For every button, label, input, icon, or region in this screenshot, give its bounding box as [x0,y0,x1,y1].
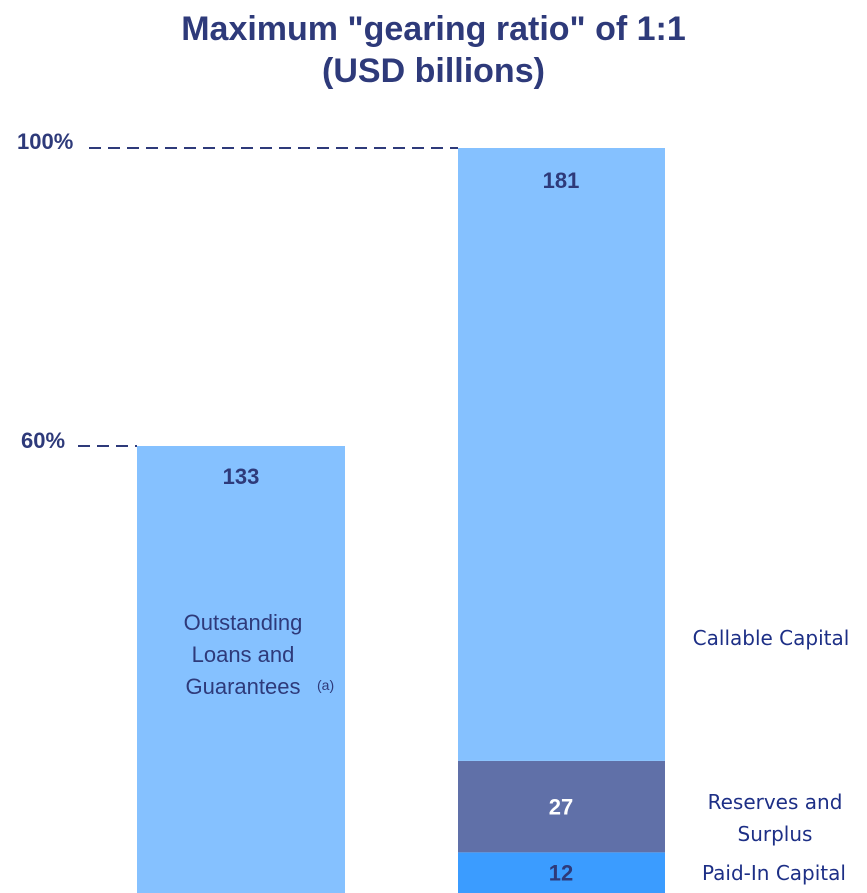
data-label-paid-in-capital: 12 [549,861,573,886]
y-tick-100: 100% [17,129,74,154]
bar-label-line-2: Loans and [192,642,295,667]
bar-outstanding-loans [137,446,345,893]
data-label-callable-capital: 181 [543,168,580,193]
data-label-outstanding-loans: 133 [223,464,260,489]
bar-segment-reserves-surplus [458,760,665,853]
bar-label-line-3: Guarantees [186,674,301,699]
chart-title-main: Maximum "gearing ratio" of 1:1 [181,10,686,48]
y-tick-60: 60% [21,428,66,453]
segment-label-reserves-line-2: Surplus [738,822,813,846]
bar-segment-callable-capital [458,148,665,761]
segment-label-paid-in-capital: Paid-In Capital [702,861,846,885]
bar-segment-paid-in-capital [458,852,665,893]
data-label-reserves-surplus: 27 [549,795,573,820]
segment-label-callable-capital: Callable Capital [693,626,850,650]
segment-label-reserves-line-1: Reserves and [708,790,843,814]
chart-title: Maximum "gearing ratio" of 1:1 (USD bill… [100,8,767,92]
footnote-marker: (a) [317,677,334,693]
chart-title-unit: (USD billions) [322,52,545,90]
bar-label-line-1: Outstanding [184,610,303,635]
